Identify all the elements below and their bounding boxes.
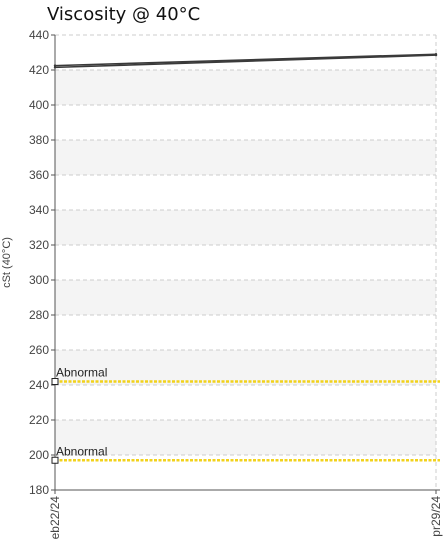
y-tick-label: 360 [29,168,49,182]
y-tick-label: 280 [29,308,49,322]
y-tick-label: 400 [29,98,49,112]
y-tick-label: 440 [29,28,49,42]
grid-band [55,70,436,105]
y-tick-label: 180 [29,483,49,497]
y-tick-label: 220 [29,413,49,427]
grid-band [55,280,436,315]
y-tick-label: 420 [29,63,49,77]
y-tick-label: 300 [29,273,49,287]
threshold-marker [51,456,59,464]
x-tick-label: pr29/24 [429,496,443,537]
y-tick-label: 260 [29,343,49,357]
grid-band [55,420,436,455]
data-point [53,64,57,67]
chart-title: Viscosity @ 40°C [47,4,201,25]
y-axis-label: cSt (40°C) [1,237,13,288]
series-line [54,54,437,69]
y-tick-label: 240 [29,378,49,392]
y-tick-label: 380 [29,133,49,147]
grid-band [55,350,436,385]
threshold-label: Abnormal [56,444,107,458]
y-tick-label: 340 [29,203,49,217]
threshold-marker [51,378,59,385]
series-line [54,53,437,67]
y-tick-label: 320 [29,238,49,252]
grid-band [55,140,436,175]
y-tick-label: 200 [29,448,49,462]
data-point [53,66,57,69]
x-tick-label: eb22/24 [48,496,62,540]
threshold-label: Abnormal [56,366,107,380]
grid-band [55,210,436,245]
data-point [434,53,438,57]
